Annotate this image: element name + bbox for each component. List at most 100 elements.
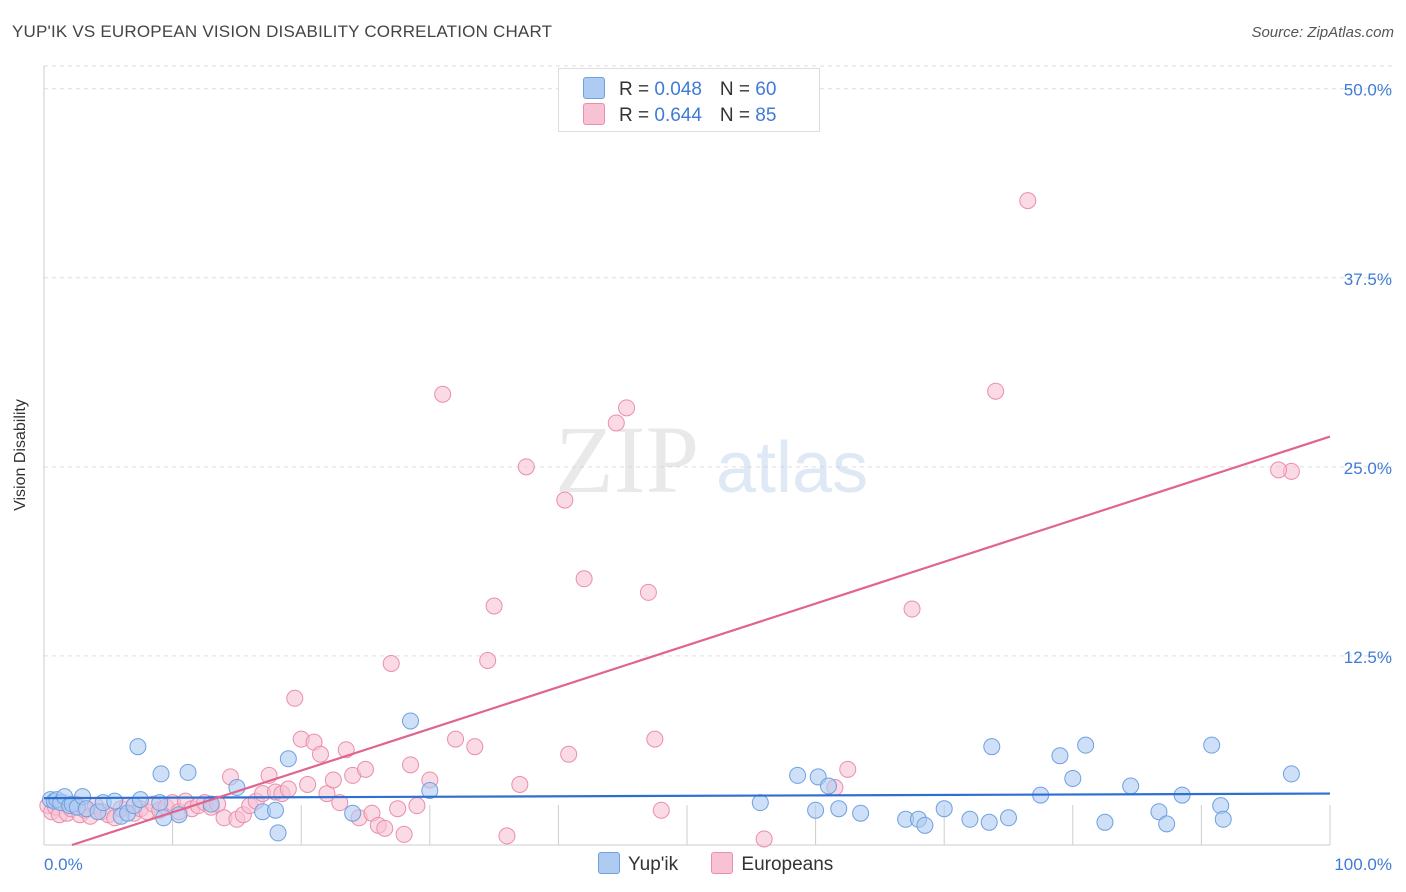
europeans-trend-line bbox=[71, 435, 1331, 847]
watermark-zip: ZIP bbox=[555, 406, 699, 513]
yupik-point bbox=[269, 824, 287, 842]
grid-layer bbox=[44, 65, 1392, 657]
europeans-point bbox=[1270, 461, 1288, 479]
europeans-point bbox=[903, 600, 921, 618]
europeans-point bbox=[987, 382, 1005, 400]
legend-r-value-europeans: 0.644 bbox=[654, 105, 702, 126]
yupik-point bbox=[1077, 736, 1095, 754]
yupik-point bbox=[402, 712, 420, 730]
europeans-point bbox=[1019, 192, 1037, 210]
yupik-point bbox=[961, 810, 979, 828]
chart-title: YUP'IK VS EUROPEAN VISION DISABILITY COR… bbox=[12, 22, 553, 41]
europeans-point bbox=[646, 730, 664, 748]
yupik-point bbox=[807, 801, 825, 819]
europeans-point bbox=[382, 654, 400, 672]
europeans-point bbox=[447, 730, 465, 748]
yupik-point bbox=[1150, 803, 1168, 821]
y-axis-label: Vision Disability bbox=[12, 399, 29, 511]
europeans-point bbox=[485, 597, 503, 615]
yupik-point bbox=[916, 816, 934, 834]
europeans-points bbox=[39, 192, 1300, 848]
yupik-point bbox=[789, 766, 807, 784]
europeans-point bbox=[466, 738, 484, 756]
europeans-point bbox=[357, 760, 374, 778]
europeans-point bbox=[498, 827, 516, 845]
europeans-point bbox=[331, 794, 349, 812]
yupik-point bbox=[1122, 777, 1140, 795]
legend-swatch-yupik bbox=[583, 77, 605, 99]
yupik-point bbox=[1214, 810, 1232, 828]
y-tick-label: 25.0% bbox=[1344, 459, 1392, 478]
yupik-point bbox=[1158, 815, 1176, 833]
legend-r-value-yupik: 0.048 bbox=[654, 79, 702, 100]
europeans-point bbox=[639, 583, 657, 601]
europeans-point bbox=[311, 745, 329, 763]
series-swatch-yupik bbox=[598, 852, 620, 874]
yupik-trend-line bbox=[43, 792, 1331, 800]
europeans-point bbox=[755, 830, 773, 848]
yupik-point bbox=[751, 794, 769, 812]
series-swatch-europeans bbox=[711, 852, 734, 874]
yupik-point bbox=[152, 765, 170, 783]
yupik-point bbox=[1096, 813, 1114, 831]
correlation-legend: R = 0.048 N = 60 R = 0.644 N = 85 bbox=[558, 68, 820, 132]
series-legend-yupik[interactable]: Yup'ik bbox=[598, 852, 678, 876]
yupik-point bbox=[131, 791, 149, 809]
legend-r-label: R = bbox=[619, 79, 655, 100]
axes-layer bbox=[43, 66, 1331, 846]
europeans-point bbox=[279, 780, 297, 798]
europeans-point bbox=[607, 414, 625, 432]
yupik-point bbox=[266, 801, 284, 819]
legend-n-label: N = bbox=[719, 79, 756, 100]
legend-swatch-europeans bbox=[583, 103, 605, 125]
yupik-point bbox=[344, 804, 362, 822]
yupik-point bbox=[228, 779, 246, 797]
legend-r-label: R = bbox=[619, 105, 655, 126]
europeans-point bbox=[402, 756, 420, 774]
yupik-point bbox=[1064, 769, 1082, 787]
yupik-point bbox=[830, 800, 848, 818]
europeans-point bbox=[395, 825, 413, 843]
watermark: ZIP atlas bbox=[555, 406, 868, 513]
series-legend-europeans[interactable]: Europeans bbox=[711, 852, 833, 876]
yupik-point bbox=[983, 738, 1001, 756]
legend-n-label: N = bbox=[719, 105, 756, 126]
yupik-point bbox=[279, 750, 297, 768]
europeans-point bbox=[286, 689, 304, 707]
tick-labels: 12.5% 25.0% 37.5% 50.0% 0.0% 100.0% bbox=[44, 81, 1392, 874]
europeans-point bbox=[299, 775, 317, 793]
x-tick-label-max: 100.0% bbox=[1334, 855, 1392, 874]
europeans-point bbox=[575, 570, 593, 588]
yupik-point bbox=[421, 782, 439, 800]
europeans-point bbox=[324, 771, 342, 789]
x-tick-label-min: 0.0% bbox=[44, 855, 83, 874]
y-tick-label: 50.0% bbox=[1344, 81, 1392, 100]
yupik-point bbox=[1051, 747, 1069, 765]
yupik-point bbox=[1282, 765, 1300, 783]
yupik-point bbox=[1203, 736, 1221, 754]
europeans-point bbox=[389, 800, 407, 818]
legend-n-value-europeans: 85 bbox=[755, 105, 777, 126]
source-label: Source: ZipAtlas.com bbox=[1251, 24, 1394, 41]
series-legend: Yup'ik Europeans bbox=[598, 852, 861, 876]
europeans-point bbox=[652, 801, 670, 819]
series-label-europeans: Europeans bbox=[741, 854, 834, 875]
trend-lines bbox=[43, 435, 1331, 847]
yupik-point bbox=[1000, 809, 1017, 827]
yupik-point bbox=[106, 792, 124, 810]
y-tick-label: 12.5% bbox=[1344, 648, 1392, 667]
europeans-point bbox=[839, 760, 857, 778]
yupik-point bbox=[935, 800, 953, 818]
yupik-point bbox=[129, 738, 147, 756]
legend-n-value-yupik: 60 bbox=[755, 79, 777, 100]
yupik-points bbox=[41, 712, 1300, 842]
series-label-yupik: Yup'ik bbox=[628, 854, 679, 875]
yupik-point bbox=[179, 763, 197, 781]
europeans-point bbox=[408, 797, 426, 815]
yupik-point bbox=[980, 813, 998, 831]
europeans-point bbox=[434, 385, 452, 403]
legend-row-europeans: R = 0.644 N = 85 bbox=[583, 103, 777, 126]
europeans-point bbox=[517, 458, 535, 476]
yupik-point bbox=[819, 777, 837, 795]
